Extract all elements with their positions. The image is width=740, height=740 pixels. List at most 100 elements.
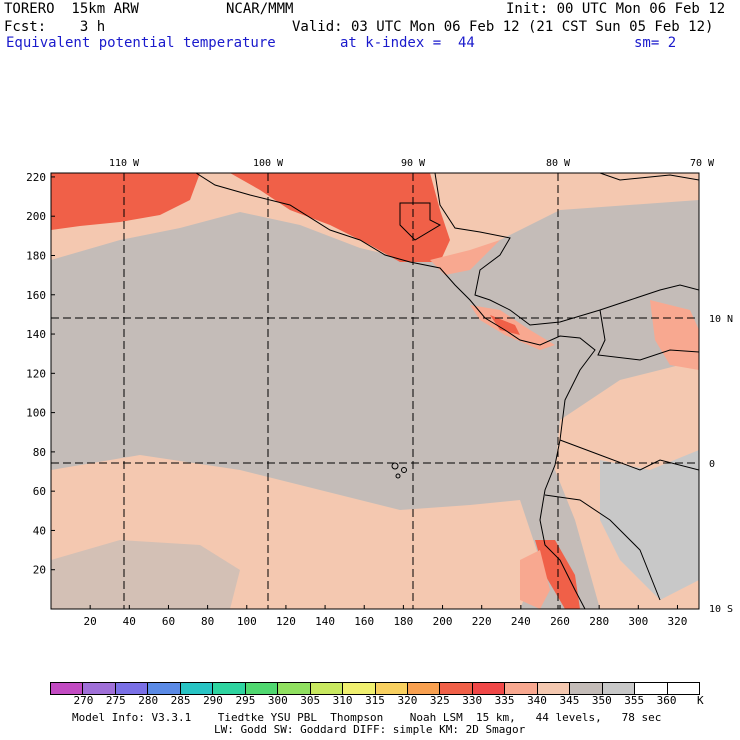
colorbar-level-label: 325 bbox=[429, 694, 450, 707]
y-tick-label: 100 bbox=[26, 407, 46, 420]
colorbar-box bbox=[667, 683, 700, 694]
colorbar-level-label: 310 bbox=[332, 694, 353, 707]
colorbar-level-label: 315 bbox=[365, 694, 385, 707]
colorbar-box bbox=[310, 683, 344, 694]
border-guatemala bbox=[399, 202, 442, 241]
coastlines bbox=[195, 173, 699, 609]
colorbar-level-label: 340 bbox=[527, 694, 547, 707]
colorbar-level-label: 320 bbox=[397, 694, 418, 707]
map-frame bbox=[50, 172, 700, 610]
colorbar-level-label: 360 bbox=[656, 694, 677, 707]
x-tick-label: 260 bbox=[550, 615, 570, 628]
colorbar-box bbox=[505, 683, 538, 694]
colorbar-level-label: 285 bbox=[170, 694, 191, 707]
theta-e-field bbox=[51, 173, 699, 609]
border-colombia bbox=[597, 309, 699, 361]
field-red-costarica bbox=[490, 315, 520, 335]
colorbar-box bbox=[148, 683, 181, 694]
galapagos-island bbox=[395, 473, 401, 479]
organization: NCAR/MMM bbox=[226, 1, 294, 17]
colorbar-level-label: 280 bbox=[138, 694, 159, 707]
x-tick-label: 80 bbox=[201, 615, 214, 628]
init-time: Init: 00 UTC Mon 06 Feb 12 bbox=[506, 1, 726, 17]
y-tick-label: 220 bbox=[26, 171, 46, 184]
x-tick-label: 20 bbox=[84, 615, 97, 628]
colorbar-box bbox=[278, 683, 311, 694]
border-peru bbox=[544, 494, 661, 601]
y-tick-label: 20 bbox=[33, 564, 46, 577]
x-tick-label: 160 bbox=[354, 615, 374, 628]
x-tick-label: 240 bbox=[511, 615, 531, 628]
field-grey-andes bbox=[600, 450, 699, 600]
colorbar-level-label: 270 bbox=[73, 694, 94, 707]
colorbar-level-label: 295 bbox=[235, 694, 256, 707]
colorbar-box bbox=[375, 683, 408, 694]
border-ecuador bbox=[559, 439, 699, 471]
lon-label: 100 W bbox=[253, 158, 284, 169]
y-tick-label: 40 bbox=[33, 524, 46, 537]
graticule bbox=[51, 173, 699, 609]
colorbar-box bbox=[570, 683, 603, 694]
x-tick-labels: 20 40 60 80 100 120 140 160 180 200 220 240 260 280 30… bbox=[84, 605, 688, 628]
colorbar-level-label: 305 bbox=[300, 694, 321, 707]
x-tick-label: 300 bbox=[628, 615, 648, 628]
lat-label: 0 bbox=[709, 459, 715, 470]
colorbar-box bbox=[407, 683, 441, 694]
y-tick-label: 140 bbox=[26, 328, 46, 341]
colorbar-box bbox=[51, 683, 84, 694]
physics-info: LW: Godd SW: Goddard DIFF: simple KM: 2D… bbox=[214, 723, 526, 736]
x-tick-label: 180 bbox=[393, 615, 413, 628]
x-tick-label: 200 bbox=[433, 615, 453, 628]
colorbar-box bbox=[472, 683, 506, 694]
colorbar-level-label: 300 bbox=[267, 694, 288, 707]
smoothing-info: sm= 2 bbox=[634, 35, 677, 51]
y-tick-label: 120 bbox=[26, 367, 46, 380]
model-title: TORERO 15km ARW bbox=[4, 1, 139, 17]
colorbar-level-label: 345 bbox=[559, 694, 580, 707]
field-red-northwest bbox=[51, 173, 200, 230]
lon-label: 90 W bbox=[401, 158, 426, 169]
coastline-caribbean bbox=[434, 173, 699, 326]
field-salmon-gulf bbox=[430, 240, 500, 275]
x-tick-label: 280 bbox=[589, 615, 609, 628]
x-tick-label: 40 bbox=[123, 615, 136, 628]
coastline-caribbean-islands bbox=[599, 173, 699, 181]
field-name: Equivalent potential temperature bbox=[6, 35, 276, 51]
x-tick-label: 60 bbox=[162, 615, 175, 628]
y-tick-label: 200 bbox=[26, 210, 46, 223]
forecast-hour: Fcst: 3 h bbox=[4, 19, 106, 35]
colorbar-level-label: 350 bbox=[591, 694, 612, 707]
y-tick-label: 160 bbox=[26, 289, 46, 302]
field-red-mexico bbox=[230, 173, 450, 262]
field-salmon-colombia bbox=[650, 300, 699, 370]
x-tick-label: 120 bbox=[276, 615, 296, 628]
y-tick-label: 80 bbox=[33, 446, 46, 459]
y-tick-labels: 220 200 180 160 140 120 100 80 60 40 20 bbox=[26, 171, 55, 577]
field-salmon-peru bbox=[520, 550, 550, 609]
lat-label: 10 N bbox=[709, 314, 733, 325]
colorbar-box bbox=[115, 683, 149, 694]
model-info: Model Info: V3.3.1 Tiedtke YSU PBL Thomp… bbox=[72, 711, 662, 724]
colorbar-box bbox=[537, 683, 571, 694]
colorbar-box bbox=[343, 683, 376, 694]
colorbar-level-label: 330 bbox=[462, 694, 483, 707]
colorbar-unit: K bbox=[697, 694, 704, 707]
colorbar bbox=[50, 682, 700, 695]
lon-label: 80 W bbox=[546, 158, 571, 169]
lat-label: 10 S bbox=[709, 604, 733, 615]
colorbar-box bbox=[213, 683, 246, 694]
x-tick-label: 140 bbox=[315, 615, 335, 628]
colorbar-box bbox=[180, 683, 214, 694]
colorbar-level-label: 355 bbox=[624, 694, 645, 707]
galapagos-island bbox=[401, 467, 407, 473]
x-tick-label: 320 bbox=[668, 615, 688, 628]
colorbar-level-label: 275 bbox=[105, 694, 126, 707]
colorbar-box bbox=[440, 683, 473, 694]
lon-label: 110 W bbox=[109, 158, 140, 169]
y-tick-label: 180 bbox=[26, 249, 46, 262]
field-grey-south bbox=[51, 540, 240, 609]
lon-labels: 110 W 100 W 90 W 80 W 70 W bbox=[109, 158, 715, 169]
colorbar-level-label: 290 bbox=[203, 694, 223, 707]
x-tick-label: 100 bbox=[237, 615, 257, 628]
